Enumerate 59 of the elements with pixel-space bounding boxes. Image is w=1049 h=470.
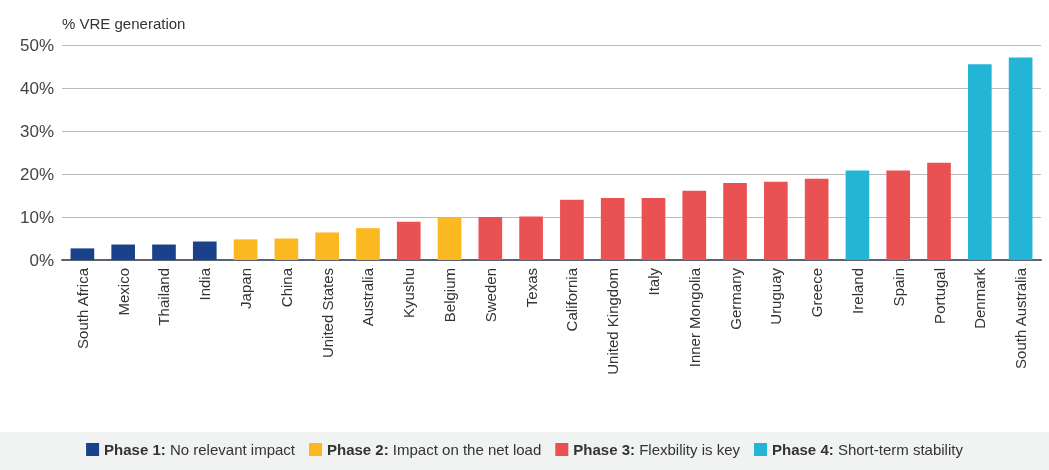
bar (111, 244, 136, 260)
bar (396, 221, 421, 260)
bar (70, 248, 95, 260)
bar (315, 232, 339, 260)
x-tick-label: Portugal (930, 268, 948, 324)
bar (152, 244, 176, 260)
y-tick-label: 20% (19, 164, 54, 184)
x-tick-label: China (277, 267, 295, 308)
bar (886, 170, 911, 260)
bar (478, 217, 503, 260)
bar (600, 198, 625, 260)
bar (519, 216, 543, 260)
x-tick-label: Uruguay (767, 267, 785, 325)
y-tick-label: 50% (19, 35, 54, 55)
x-tick-label: Denmark (971, 267, 989, 329)
x-tick-label: California (563, 267, 581, 332)
x-tick-label: Belgium (441, 268, 459, 323)
bar (356, 228, 380, 260)
bar (192, 241, 217, 260)
x-tick-label: India (196, 267, 214, 301)
bar (682, 190, 707, 260)
x-tick-label: Australia (359, 267, 377, 327)
bar (804, 178, 829, 260)
bar (723, 183, 747, 260)
bar (967, 64, 992, 260)
y-tick-label: 30% (19, 121, 54, 141)
x-tick-label: United Kingdom (604, 268, 622, 375)
x-tick-label: Greece (808, 268, 826, 318)
y-tick-label: 40% (19, 78, 54, 98)
x-tick-label: United States (318, 268, 336, 359)
legend-label: Phase 4: Short-term stability (772, 441, 964, 458)
bar (641, 198, 666, 260)
legend-label: Phase 1: No relevant impact (104, 441, 296, 458)
x-tick-label: Inner Mongolia (685, 267, 703, 368)
x-tick-label: Ireland (848, 268, 866, 314)
y-axis-title: % VRE generation (62, 15, 186, 32)
bar (233, 239, 258, 260)
bar (845, 170, 870, 260)
x-tick-label: Kyushu (400, 268, 418, 319)
bar (764, 181, 788, 260)
bar (927, 162, 951, 260)
x-tick-label: South Australia (1012, 267, 1030, 369)
y-tick-label: 10% (19, 207, 54, 227)
x-tick-label: Japan (237, 268, 255, 309)
x-tick-label: Sweden (481, 268, 499, 323)
x-tick-label: Germany (726, 267, 744, 330)
x-tick-label: Italy (644, 267, 662, 296)
x-tick-label: Spain (889, 268, 907, 307)
x-tick-label: Texas (522, 268, 540, 308)
x-tick-label: Thailand (155, 268, 173, 326)
y-tick-label: 0% (29, 250, 54, 270)
x-tick-label: Mexico (114, 268, 132, 316)
bar (560, 199, 584, 260)
bar (437, 217, 462, 260)
x-tick-label: South Africa (73, 267, 91, 349)
bar (274, 238, 299, 260)
legend-label: Phase 2: Impact on the net load (327, 441, 542, 458)
bar (1008, 57, 1033, 260)
legend-label: Phase 3: Flexbility is key (573, 441, 741, 458)
